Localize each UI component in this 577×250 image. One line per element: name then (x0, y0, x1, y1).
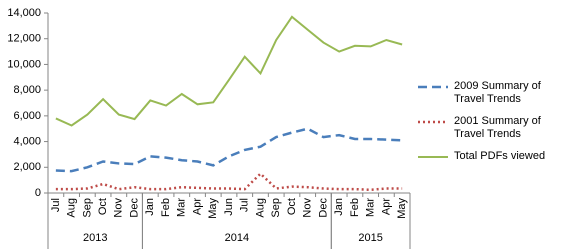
y-tick-label: 0 (35, 187, 41, 199)
x-tick-label: Sep (270, 198, 282, 218)
x-tick-label: Sep (81, 198, 93, 218)
series-line (55, 127, 403, 173)
legend-swatch (418, 85, 448, 89)
legend-label: 2001 Summary of Travel Trends (454, 115, 541, 140)
x-tick-label: May (396, 198, 408, 219)
x-tick-label: Jul (50, 198, 62, 212)
x-tick-label: Apr (191, 198, 203, 215)
x-tick-label: Nov (113, 198, 125, 218)
legend-label: 2009 Summary of Travel Trends (454, 80, 541, 105)
y-tick-label: 6,000 (13, 110, 41, 122)
legend: 2009 Summary of Travel Trends 2001 Summar… (418, 80, 573, 172)
series-line (55, 171, 403, 192)
y-tick-label: 4,000 (13, 135, 41, 147)
y-tick-label: 10,000 (7, 58, 41, 70)
legend-item: Total PDFs viewed (418, 150, 573, 163)
y-tick-label: 14,000 (7, 7, 41, 19)
x-tick-label: Aug (254, 198, 266, 218)
legend-item: 2009 Summary of Travel Trends (418, 80, 573, 106)
group-label: 2014 (225, 232, 249, 244)
legend-swatch (418, 120, 448, 124)
x-tick-label: Feb (349, 198, 361, 217)
y-tick-label: 8,000 (13, 84, 41, 96)
x-tick-label: Nov (302, 198, 314, 218)
x-tick-label: May (207, 198, 219, 219)
x-tick-label: Oct (97, 198, 109, 215)
x-tick-label: Dec (317, 198, 329, 218)
x-tick-label: Feb (160, 198, 172, 217)
x-tick-label: Jan (144, 198, 156, 216)
legend-label: Total PDFs viewed (454, 150, 546, 162)
x-tick-label: Mar (176, 198, 188, 217)
x-tick-label: Jun (223, 198, 235, 216)
group-label: 2013 (83, 232, 107, 244)
x-tick-label: Aug (66, 198, 78, 218)
y-tick-label: 12,000 (7, 33, 41, 45)
x-tick-label: Mar (365, 198, 377, 217)
x-tick-label: Oct (286, 198, 298, 215)
x-tick-label: Jan (333, 198, 345, 216)
x-tick-label: Apr (380, 198, 392, 215)
group-label: 2015 (358, 232, 382, 244)
y-tick-label: 2,000 (13, 161, 41, 173)
x-tick-label: Jul (239, 198, 251, 212)
series-line (55, 15, 403, 127)
legend-swatch (418, 156, 448, 158)
x-tick-label: Dec (128, 198, 140, 218)
legend-item: 2001 Summary of Travel Trends (418, 115, 573, 141)
